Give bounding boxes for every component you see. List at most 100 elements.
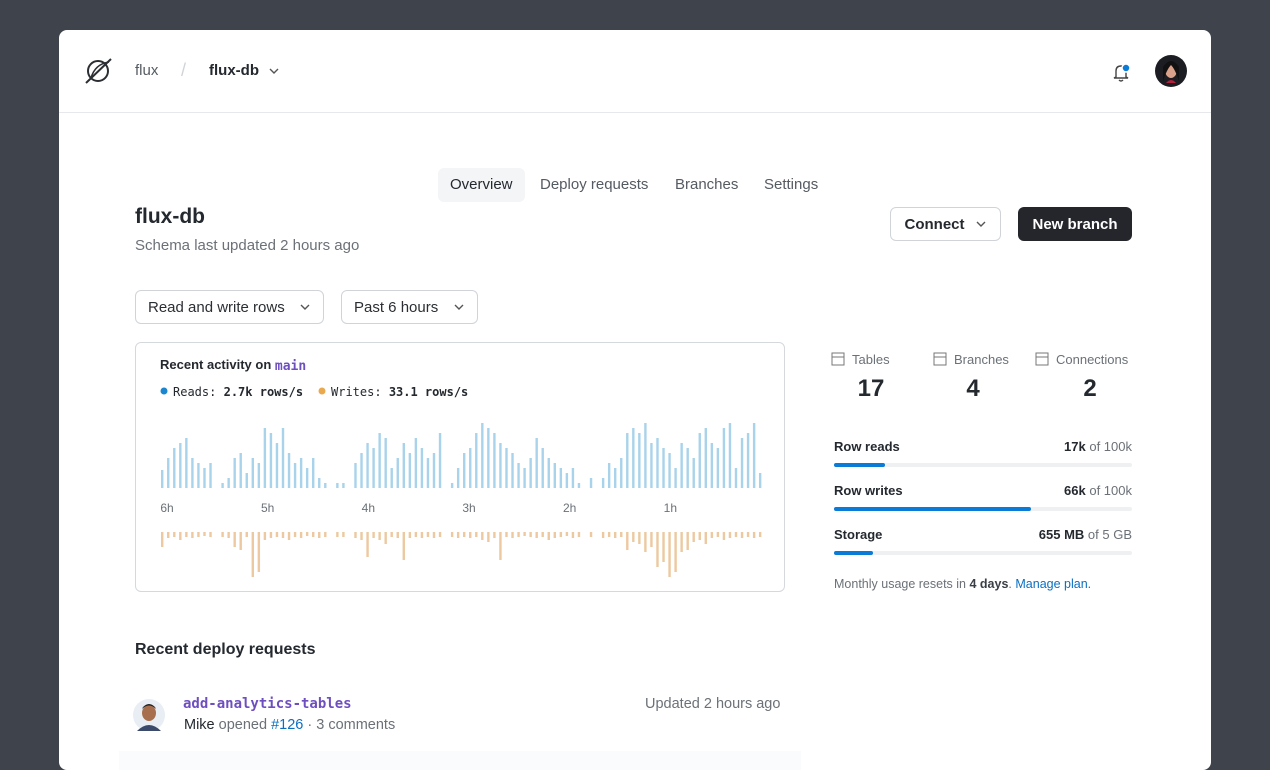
- read-bar: [239, 453, 242, 488]
- read-bar: [553, 463, 556, 488]
- logo[interactable]: [83, 56, 115, 86]
- read-bar: [354, 463, 357, 488]
- read-bar: [644, 423, 647, 488]
- read-bar: [475, 433, 478, 488]
- chart-title: Recent activity on main: [160, 357, 306, 373]
- write-bar: [227, 532, 230, 538]
- write-bar: [173, 532, 176, 537]
- org-name[interactable]: flux: [135, 62, 159, 79]
- user-avatar[interactable]: [1155, 55, 1187, 87]
- read-bar: [716, 448, 720, 488]
- read-bar: [173, 448, 176, 488]
- usage-track: [834, 463, 1132, 467]
- read-bar: [324, 483, 327, 488]
- database-name[interactable]: flux-db: [209, 62, 259, 79]
- usage-label: Row writes: [834, 483, 903, 498]
- stat-value: 17: [857, 375, 885, 402]
- write-bar: [505, 532, 508, 537]
- write-bar: [620, 532, 623, 537]
- notifications[interactable]: [1111, 62, 1133, 84]
- write-bar: [191, 532, 194, 538]
- write-bar: [269, 532, 273, 538]
- read-bar: [505, 448, 508, 488]
- usage-bar: [834, 463, 885, 467]
- read-bar: [662, 448, 665, 488]
- next-row: [119, 751, 801, 770]
- read-bar: [734, 468, 738, 488]
- author: Mike: [184, 717, 215, 733]
- read-bar: [191, 458, 194, 488]
- read-bar: [692, 458, 695, 488]
- write-bar: [209, 532, 212, 537]
- write-bar: [577, 532, 581, 537]
- write-bar: [463, 532, 466, 537]
- write-bar: [571, 532, 575, 538]
- write-bar: [632, 532, 635, 542]
- usage-label: Storage: [834, 527, 883, 542]
- read-bar: [360, 453, 363, 488]
- write-bar: [384, 532, 387, 544]
- usage-amount: 655 MB of 5 GB: [834, 527, 1132, 542]
- write-bar: [565, 532, 569, 536]
- tab-settings[interactable]: Settings: [764, 176, 819, 193]
- deploy-request-name[interactable]: add-analytics-tables: [183, 696, 352, 712]
- write-bar: [354, 532, 357, 538]
- write-bar: [221, 532, 224, 537]
- request-number[interactable]: #126: [271, 717, 304, 733]
- read-bar: [541, 448, 544, 488]
- write-bar: [674, 532, 677, 572]
- read-bar: [312, 458, 315, 488]
- usage-note-text: Monthly usage resets in: [834, 577, 967, 591]
- read-bar: [185, 438, 188, 488]
- tab-overview[interactable]: Overview: [438, 168, 525, 202]
- write-bar: [752, 532, 756, 538]
- stat-icon: [831, 352, 845, 366]
- read-bar: [529, 458, 532, 488]
- write-bar: [668, 532, 671, 577]
- chevron: [454, 304, 464, 310]
- range-dropdown[interactable]: Past 6 hours: [341, 290, 478, 324]
- read-bar: [456, 468, 460, 488]
- read-bar: [414, 438, 418, 488]
- write-bar: [420, 532, 424, 538]
- stat-label: Tables: [831, 352, 890, 367]
- write-bar: [426, 532, 430, 537]
- read-bar: [245, 473, 248, 488]
- read-bar: [517, 463, 520, 488]
- read-bar: [722, 428, 726, 488]
- read-bar: [746, 433, 750, 488]
- stat-label-text: Tables: [852, 352, 890, 367]
- metric-dropdown[interactable]: Read and write rows: [135, 290, 324, 324]
- write-bar: [179, 532, 182, 540]
- read-bar: [432, 453, 436, 488]
- manage-plan-link[interactable]: Manage plan.: [1015, 577, 1092, 591]
- x-tick-label: 2h: [563, 501, 576, 515]
- write-bar: [408, 532, 412, 538]
- db-chevron[interactable]: [268, 66, 280, 76]
- read-bar: [547, 458, 550, 488]
- write-bar: [390, 532, 393, 537]
- usage-bar: [834, 507, 1031, 511]
- read-bar: [197, 463, 200, 488]
- tab-deploy-requests[interactable]: Deploy requests: [540, 176, 649, 193]
- write-bar: [535, 532, 538, 538]
- legend-rate: 2.7k rows/s: [224, 385, 303, 399]
- new-branch-label: New branch: [1032, 215, 1118, 233]
- metric-label: Read and write rows: [148, 298, 285, 316]
- read-bar: [607, 463, 611, 488]
- breadcrumb-separator: /: [181, 60, 187, 80]
- tab-branches[interactable]: Branches: [675, 176, 739, 193]
- header-divider: [59, 112, 1211, 113]
- new-branch-button[interactable]: New branch: [1018, 207, 1132, 241]
- read-bar: [384, 438, 387, 488]
- read-bar: [632, 428, 635, 488]
- legend-swatch: [318, 387, 326, 395]
- read-bar: [257, 463, 261, 488]
- write-bar: [450, 532, 454, 537]
- legend-name: Reads:: [173, 385, 216, 399]
- usage-value: 66k: [1064, 483, 1086, 498]
- write-bar: [263, 532, 267, 540]
- connect-button[interactable]: Connect: [890, 207, 1001, 241]
- chevron: [300, 304, 310, 310]
- stat-icon: [1035, 352, 1049, 366]
